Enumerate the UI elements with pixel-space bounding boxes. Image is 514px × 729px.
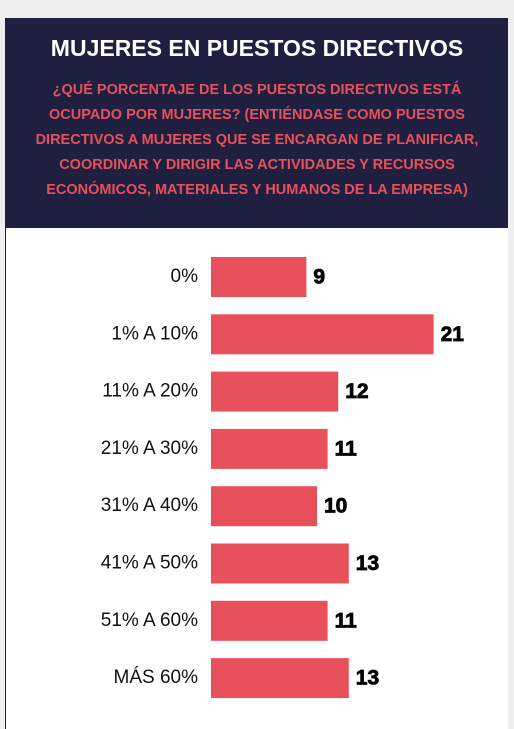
value-label: 12: [345, 380, 368, 403]
value-label: 13: [356, 552, 379, 575]
bar: [211, 543, 349, 584]
value-label: 9: [313, 266, 325, 289]
category-label: 1% A 10%: [111, 323, 198, 344]
value-label: 11: [335, 437, 358, 460]
subtitle-line: COORDINAR Y DIRIGIR LAS ACTIVIDADES Y RE…: [59, 157, 455, 173]
category-label: 31% A 40%: [101, 495, 198, 516]
value-label: 21: [441, 323, 465, 346]
category-label: 41% A 50%: [101, 553, 198, 574]
header: [5, 18, 508, 228]
chart-title: MUJERES EN PUESTOS DIRECTIVOS: [51, 35, 463, 61]
bar: [211, 257, 307, 297]
bar: [211, 314, 434, 355]
value-label: 11: [335, 609, 358, 632]
subtitle-line: ECONÓMICOS, MATERIALES Y HUMANOS DE LA E…: [46, 180, 468, 198]
subtitle-line: OCUPADO POR MUJERES? (ENTIÉNDASE COMO PU…: [49, 106, 465, 123]
category-label: MÁS 60%: [114, 667, 199, 688]
panel: [5, 228, 508, 729]
bar: [211, 428, 328, 469]
bar: [211, 371, 339, 412]
subtitle-line: ¿QUÉ PORCENTAJE DE LOS PUESTOS DIRECTIVO…: [53, 81, 462, 98]
value-label: 10: [324, 495, 347, 518]
bar: [211, 658, 349, 699]
subtitle-line: DIRECTIVOS A MUJERES QUE SE ENCARGAN DE …: [36, 132, 479, 148]
category-label: 0%: [171, 266, 199, 287]
bar: [211, 486, 317, 527]
category-label: 11% A 20%: [102, 381, 198, 402]
category-label: 51% A 60%: [101, 610, 198, 631]
bar: [211, 600, 328, 641]
category-label: 21% A 30%: [101, 438, 198, 459]
value-label: 13: [356, 667, 379, 690]
